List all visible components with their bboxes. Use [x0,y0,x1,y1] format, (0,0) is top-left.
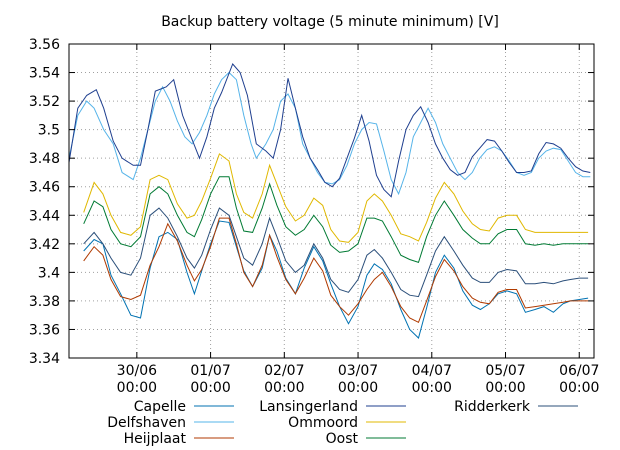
x-tick-label-date: 04/07 [412,363,452,379]
y-tick-label: 3.44 [29,208,60,224]
plot-frame [68,43,595,359]
legend-label-ridderkerk: Ridderkerk [454,399,531,415]
y-tick-label: 3.56 [29,37,60,53]
axis-ticks: 3.34 3.36 3.38 3.4 3.42 3.44 3.46 3.48 3.5 3.52 3.… [29,37,600,396]
x-tick-label-time: 00:00 [264,380,304,396]
y-tick-label: 3.34 [29,351,60,367]
gridlines [69,43,594,359]
legend-label-heijplaat: Heijplaat [124,431,187,447]
y-tick-label: 3.54 [29,66,60,82]
legend-label-lansingerland: Lansingerland [259,399,358,415]
x-tick-label-date: 02/07 [264,363,304,379]
x-tick-label-date: 01/07 [190,363,230,379]
x-tick-label-time: 00:00 [338,380,378,396]
y-tick-label: 3.4 [38,265,60,281]
legend-label-delfshaven: Delfshaven [107,415,186,431]
x-tick-label-time: 00:00 [559,380,599,396]
x-tick-label-time: 00:00 [485,380,525,396]
legend-label-capelle: Capelle [134,399,186,415]
x-tick-label-time: 00:00 [117,380,157,396]
x-tick-label-time: 00:00 [412,380,452,396]
series-layer [68,63,591,339]
y-tick-label: 3.5 [38,123,60,139]
legend-label-ommoord: Ommoord [288,415,358,431]
series-line-capelle [83,220,589,339]
y-tick-label: 3.46 [29,180,60,196]
y-tick-label: 3.36 [29,322,60,338]
legend-label-oost: Oost [326,431,359,447]
x-tick-label-date: 06/07 [559,363,599,379]
series-line-oost [83,176,589,264]
series-line-ridderkerk [83,207,589,298]
series-line-heijplaat [83,217,589,323]
y-tick-label: 3.52 [29,94,60,110]
x-tick-label-date: 30/06 [117,363,157,379]
series-line-lansingerland [68,63,591,198]
legend: CapelleDelfshavenHeijplaatLansingerlandO… [107,399,578,447]
x-tick-label-time: 00:00 [190,380,230,396]
y-tick-label: 3.38 [29,294,60,310]
y-tick-label: 3.42 [29,237,60,253]
x-tick-label-date: 03/07 [338,363,378,379]
y-tick-label: 3.48 [29,151,60,167]
x-tick-label-date: 05/07 [485,363,525,379]
chart-title: Backup battery voltage (5 minute minimum… [161,14,499,30]
series-line-ommoord [83,153,589,243]
